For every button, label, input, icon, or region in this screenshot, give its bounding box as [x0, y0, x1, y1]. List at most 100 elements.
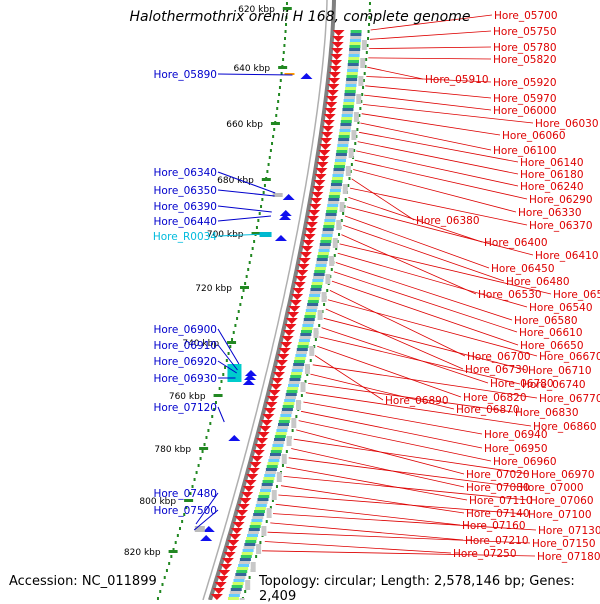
- feature-color-block: [244, 543, 256, 546]
- reverse-gene-label: Hore_07180: [537, 551, 600, 563]
- feature-color-block: [254, 507, 266, 510]
- reverse-leader-line: [361, 113, 501, 136]
- forward-leader-line: [217, 406, 225, 423]
- ruler-major-tick: [227, 341, 237, 344]
- feature-color-block: [281, 408, 293, 411]
- reverse-gene-label: Hore_07160: [462, 520, 526, 532]
- forward-gene-label: Hore_07500: [153, 505, 217, 517]
- reverse-gene-label: Hore_07210: [465, 535, 529, 547]
- reverse-gene-arrow: [230, 528, 243, 534]
- reverse-leader-line: [278, 494, 527, 515]
- reverse-gene-arrow: [295, 276, 308, 282]
- outer-guide-dot: [275, 485, 278, 488]
- reverse-gene-label: Hore_05750: [493, 26, 557, 38]
- feature-color-block: [320, 237, 332, 240]
- reverse-gene-arrow: [260, 420, 273, 426]
- reverse-leader-line: [267, 531, 531, 544]
- feature-gray-block: [342, 184, 348, 194]
- reverse-gene-label: Hore_06730: [465, 364, 529, 376]
- ruler-dot: [263, 184, 266, 187]
- outer-guide-dot: [366, 44, 369, 47]
- reverse-gene-arrow: [283, 330, 296, 336]
- feature-color-block: [284, 399, 296, 402]
- forward-leader-line: [217, 189, 275, 197]
- reverse-leader-line: [337, 252, 528, 308]
- feature-color-block: [256, 501, 268, 504]
- outer-guide-dot: [360, 100, 363, 103]
- feature-color-block: [312, 279, 324, 282]
- feature-color-block: [266, 465, 278, 468]
- reverse-gene-arrow: [263, 408, 276, 414]
- feature-color-block: [348, 51, 360, 54]
- reverse-gene-arrow: [274, 366, 287, 372]
- ruler-dot: [271, 142, 274, 145]
- reverse-gene-arrow: [234, 516, 247, 522]
- ruler-dot: [189, 492, 192, 495]
- reverse-gene-label: Hore_07130: [538, 525, 600, 537]
- feature-color-block: [307, 300, 319, 303]
- feature-color-block: [301, 330, 313, 333]
- feature-color-block: [339, 132, 351, 135]
- feature-color-block: [340, 120, 352, 123]
- feature-color-block: [268, 459, 280, 462]
- outer-guide-dot: [271, 499, 274, 502]
- reverse-gene-arrow: [297, 264, 310, 270]
- ruler-dot: [181, 520, 184, 523]
- reverse-gene-arrow: [291, 294, 304, 300]
- feature-color-block: [350, 36, 362, 39]
- ruler-dot: [253, 240, 256, 243]
- reverse-gene-arrow: [223, 552, 236, 558]
- outer-guide-dot: [368, 9, 371, 12]
- feature-color-block: [247, 531, 259, 534]
- feature-color-block: [344, 96, 355, 99]
- feature-color-block: [344, 93, 356, 96]
- feature-color-block: [257, 498, 269, 501]
- reverse-gene-arrow: [313, 180, 326, 186]
- reverse-gene-label: Hore_06140: [520, 157, 584, 169]
- feature-color-block: [238, 561, 250, 564]
- feature-color-block: [347, 66, 359, 69]
- reverse-gene-label: Hore_06400: [484, 237, 548, 249]
- reverse-gene-arrow: [268, 390, 281, 396]
- outer-guide-dot: [244, 590, 247, 593]
- feature-color-block: [327, 201, 339, 204]
- reverse-gene-arrow: [275, 360, 288, 366]
- scale-label: 660 kbp: [226, 120, 263, 130]
- reverse-gene-arrow: [284, 324, 297, 330]
- reverse-leader-line: [270, 522, 464, 541]
- reverse-leader-line: [365, 85, 492, 99]
- reverse-gene-label: Hore_06950: [484, 443, 548, 455]
- reverse-gene-arrow: [241, 492, 254, 498]
- ruler-dot: [275, 114, 278, 117]
- reverse-gene-label: Hore_06820: [463, 392, 527, 404]
- feature-color-block: [267, 462, 279, 465]
- feature-color-block: [278, 420, 290, 423]
- reverse-leader-line: [354, 159, 528, 200]
- feature-color-block: [265, 468, 277, 471]
- feature-color-block: [345, 84, 357, 87]
- feature-gray-block: [339, 202, 345, 212]
- reverse-gene-label: Hore_05910: [425, 74, 489, 86]
- forward-gene-arrow: [300, 73, 313, 79]
- reverse-gene-label: Hore_06710: [528, 365, 592, 377]
- feature-color-block: [323, 225, 335, 228]
- feature-color-block: [348, 54, 360, 57]
- ruler-dot: [278, 86, 281, 89]
- reverse-gene-label: Hore_06870: [456, 404, 520, 416]
- feature-color-block: [344, 90, 356, 93]
- feature-color-block: [290, 372, 302, 375]
- outer-guide-dot: [362, 86, 365, 89]
- reverse-leader-line: [356, 150, 519, 187]
- reverse-gene-arrow: [330, 60, 343, 66]
- feature-color-block: [288, 384, 299, 387]
- outer-guide-dot: [323, 303, 326, 306]
- reverse-leader-line: [366, 76, 492, 83]
- reverse-gene-label: Hore_05920: [493, 77, 557, 89]
- reverse-gene-arrow: [254, 444, 267, 450]
- ruler-dot: [285, 23, 288, 26]
- feature-color-block: [269, 453, 281, 456]
- reverse-gene-label: Hore_06480: [506, 276, 570, 288]
- feature-color-block: [321, 234, 333, 237]
- reverse-gene-arrow: [309, 204, 322, 210]
- feature-color-block: [250, 522, 262, 525]
